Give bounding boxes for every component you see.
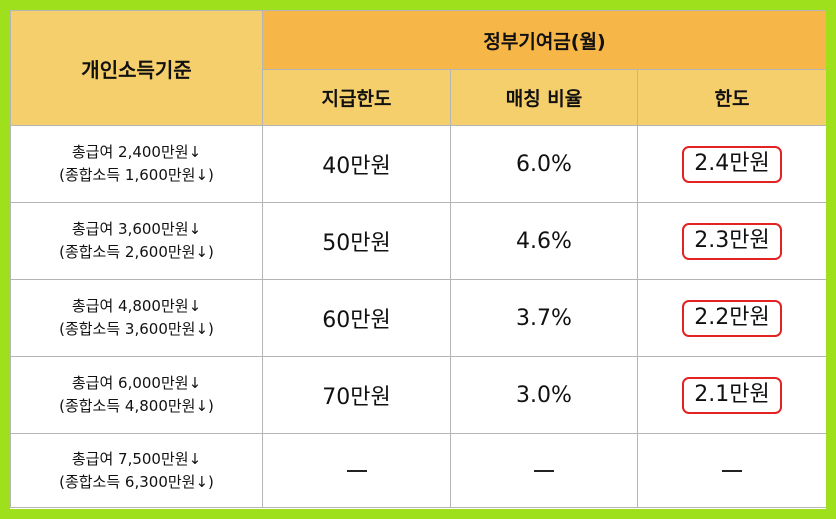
- table-row: 총급여 4,800만원↓ (종합소득 3,600만원↓) 60만원 3.7% 2…: [10, 279, 826, 357]
- income-criteria-cell: 총급여 6,000만원↓ (종합소득 4,800만원↓): [10, 356, 263, 434]
- payment-limit-cell: 60만원: [262, 279, 451, 357]
- payment-limit-header: 지급한도: [262, 69, 451, 126]
- combined-income-text: (종합소득 3,600만원↓): [59, 320, 214, 338]
- not-applicable-dash: [534, 470, 554, 472]
- limit-cell: 2.4만원: [636, 125, 826, 203]
- payment-limit-cell: [262, 433, 451, 508]
- matching-rate-cell: 6.0%: [450, 125, 638, 203]
- limit-cell: 2.1만원: [636, 356, 826, 434]
- matching-rate-header: 매칭 비율: [450, 69, 638, 126]
- limit-highlight-box: 2.1만원: [682, 376, 782, 414]
- combined-income-text: (종합소득 1,600만원↓): [59, 166, 214, 184]
- combined-income-text: (종합소득 2,600만원↓): [59, 243, 214, 261]
- limit-highlight-box: 2.4만원: [682, 145, 782, 183]
- limit-highlight-box: 2.2만원: [682, 299, 782, 337]
- matching-rate-cell: 3.0%: [450, 356, 638, 434]
- payment-limit-cell: 40만원: [262, 125, 451, 203]
- total-salary-text: 총급여 2,400만원↓: [71, 143, 202, 161]
- table-row: 총급여 3,600만원↓ (종합소득 2,600만원↓) 50만원 4.6% 2…: [10, 202, 826, 280]
- payment-limit-cell: 50만원: [262, 202, 451, 280]
- matching-rate-cell: 4.6%: [450, 202, 638, 280]
- limit-header: 한도: [636, 69, 826, 126]
- contribution-table-frame: 개인소득기준 정부기여금(월) 지급한도 매칭 비율 한도 총급여 2,400만…: [10, 10, 826, 509]
- income-criteria-cell: 총급여 2,400만원↓ (종합소득 1,600만원↓): [10, 125, 263, 203]
- table-row: 총급여 6,000만원↓ (종합소득 4,800만원↓) 70만원 3.0% 2…: [10, 356, 826, 434]
- table-row: 총급여 7,500만원↓ (종합소득 6,300만원↓): [10, 433, 826, 508]
- limit-highlight-box: 2.3만원: [682, 222, 782, 260]
- payment-limit-cell: 70만원: [262, 356, 451, 434]
- not-applicable-dash: [346, 470, 367, 472]
- income-criteria-cell: 총급여 4,800만원↓ (종합소득 3,600만원↓): [10, 279, 263, 357]
- total-salary-text: 총급여 4,800만원↓: [71, 297, 202, 315]
- combined-income-text: (종합소득 4,800만원↓): [59, 397, 214, 415]
- limit-cell: 2.3만원: [636, 202, 826, 280]
- income-criteria-cell: 총급여 7,500만원↓ (종합소득 6,300만원↓): [10, 433, 263, 508]
- income-criteria-cell: 총급여 3,600만원↓ (종합소득 2,600만원↓): [10, 202, 263, 280]
- income-criteria-header: 개인소득기준: [10, 10, 263, 126]
- matching-rate-cell: [450, 433, 638, 508]
- government-contribution-table: 개인소득기준 정부기여금(월) 지급한도 매칭 비율 한도 총급여 2,400만…: [10, 10, 826, 508]
- total-salary-text: 총급여 6,000만원↓: [71, 374, 202, 392]
- government-contribution-header: 정부기여금(월): [261, 10, 826, 70]
- limit-cell: 2.2만원: [636, 279, 826, 357]
- not-applicable-dash: [722, 470, 742, 472]
- limit-cell: [636, 433, 826, 508]
- table-row: 총급여 2,400만원↓ (종합소득 1,600만원↓) 40만원 6.0% 2…: [10, 125, 826, 203]
- combined-income-text: (종합소득 6,300만원↓): [59, 472, 214, 491]
- total-salary-text: 총급여 3,600만원↓: [71, 220, 202, 238]
- total-salary-text: 총급여 7,500만원↓: [71, 449, 202, 468]
- matching-rate-cell: 3.7%: [450, 279, 638, 357]
